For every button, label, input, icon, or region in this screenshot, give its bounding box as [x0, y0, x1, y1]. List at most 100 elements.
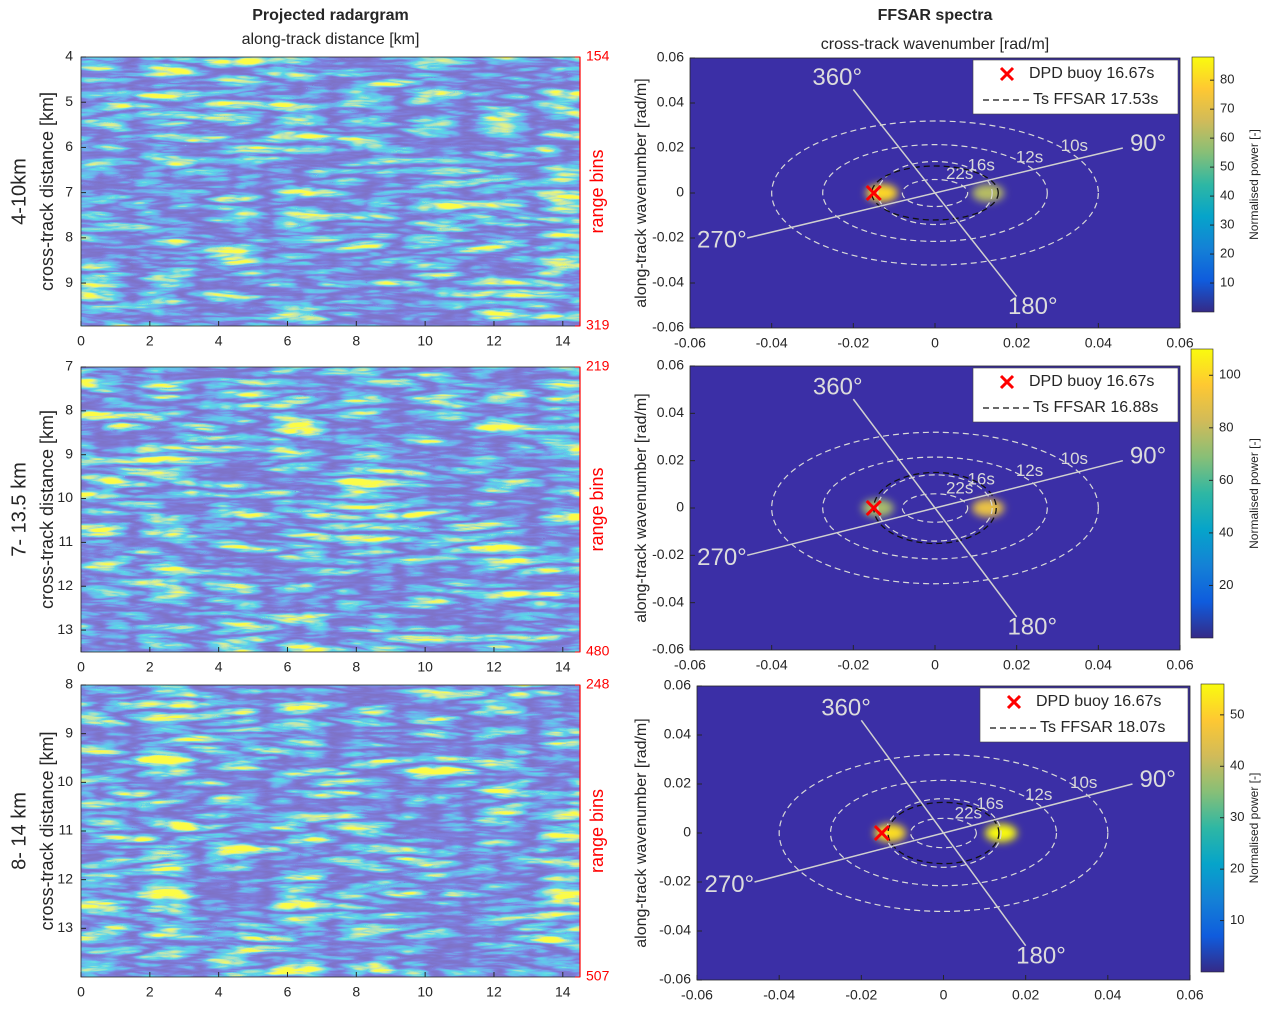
x-tick-label: -0.02	[845, 987, 877, 1003]
x-tick-label: 0	[77, 333, 85, 349]
ring-label: 10s	[1070, 773, 1097, 792]
ring-label: 22s	[955, 803, 982, 822]
ring-label: 16s	[967, 155, 994, 174]
row-label: 8- 14 km	[8, 792, 30, 870]
x-tick-label: 14	[555, 333, 571, 349]
x-tick-label: 0.04	[1094, 987, 1121, 1003]
legend-buoy-symbol	[999, 66, 1015, 82]
radargram-image	[81, 685, 580, 977]
y2-tick-label: 248	[586, 676, 610, 692]
colorbar-tick-label: 80	[1219, 419, 1233, 434]
x-axis-label: cross-track wavenumber [rad/m]	[821, 36, 1050, 53]
period-ring	[778, 753, 1109, 912]
y-tick-label: 0.02	[664, 775, 691, 791]
colorbar-tick-label: 100	[1219, 367, 1241, 382]
y-tick-label: 10	[57, 489, 73, 505]
buoy-marker	[873, 824, 890, 842]
legend-label: DPD buoy 16.67s	[1029, 65, 1154, 82]
y2-axis-label: range bins	[587, 467, 607, 551]
x-tick-label: -0.02	[837, 335, 869, 351]
colorbar-tick-label: 50	[1220, 159, 1234, 174]
spectral-peak	[865, 184, 898, 202]
x-tick-label: 14	[555, 659, 571, 675]
legend-label: DPD buoy 16.67s	[1036, 693, 1161, 710]
colorbar-tick-label: 30	[1220, 217, 1234, 232]
legend-buoy-symbol	[1006, 694, 1022, 710]
y-tick-label: 0.06	[657, 357, 684, 373]
period-ring	[877, 474, 993, 542]
x-tick-label: 12	[486, 333, 502, 349]
y-axis-label: along-track wavenumber [rad/m]	[633, 718, 650, 947]
y2-tick-label: 480	[586, 643, 610, 659]
ts-ring	[871, 165, 999, 221]
direction-line	[754, 783, 1133, 883]
x-tick-label: -0.06	[681, 987, 713, 1003]
direction-label: 360°	[821, 694, 871, 721]
x-tick-label: 0.02	[1012, 987, 1039, 1003]
y-tick-label: -0.06	[652, 319, 684, 335]
x-tick-label: -0.06	[674, 335, 706, 351]
y-tick-label: 8	[65, 676, 73, 692]
x-tick-label: 6	[284, 984, 292, 1000]
colorbar-tick-label: 20	[1230, 861, 1244, 876]
legend-box	[979, 687, 1189, 743]
ring-label: 12s	[1016, 461, 1043, 480]
y-tick-label: 11	[58, 533, 73, 549]
direction-label: 360°	[812, 64, 862, 91]
y-axis-label: cross-track distance [km]	[37, 410, 57, 609]
y-tick-label: 8	[65, 402, 73, 418]
x-tick-label: 8	[352, 659, 360, 675]
y-tick-label: 12	[57, 577, 73, 593]
y-tick-label: 12	[57, 870, 73, 886]
direction-label: 90°	[1140, 766, 1176, 793]
colorbar-tick-label: 40	[1230, 758, 1244, 773]
x-tick-label: 10	[417, 333, 433, 349]
direction-line	[746, 459, 1124, 557]
legend-box	[972, 367, 1179, 423]
period-ring	[901, 493, 969, 523]
colorbar-label: Normalised power [-]	[1247, 438, 1261, 549]
y-tick-label: 8	[65, 229, 73, 245]
x-tick-label: 0	[77, 659, 85, 675]
colorbar-tick-label: 20	[1219, 577, 1233, 592]
y-tick-label: 6	[65, 138, 73, 154]
row-label: 4-10km	[8, 158, 30, 225]
x-tick-label: 2	[146, 659, 154, 675]
y-axis-label: along-track wavenumber [rad/m]	[633, 78, 650, 307]
row-label: 7- 13.5 km	[8, 462, 30, 556]
period-ring	[877, 160, 993, 226]
y2-tick-label: 507	[586, 968, 610, 984]
y-tick-label: 4	[65, 48, 73, 64]
y-tick-label: 9	[65, 724, 73, 740]
x-tick-label: 0	[940, 987, 948, 1003]
x-tick-label: -0.02	[837, 657, 869, 673]
x-tick-label: 14	[555, 984, 571, 1000]
direction-label: 360°	[813, 373, 863, 400]
x-tick-label: 0.02	[1003, 335, 1030, 351]
y-tick-label: 0.06	[664, 677, 691, 693]
x-tick-label: 6	[284, 659, 292, 675]
y-tick-label: -0.04	[652, 593, 684, 609]
colorbar-label: Normalised power [-]	[1247, 129, 1261, 240]
x-tick-label: 0.06	[1166, 657, 1193, 673]
y-tick-label: 13	[57, 919, 73, 935]
ring-label: 22s	[946, 164, 973, 183]
spectral-peak	[972, 184, 1005, 202]
ring-label: 12s	[1016, 147, 1043, 166]
x-tick-label: 0	[931, 657, 939, 673]
y-tick-label: 0	[676, 499, 684, 515]
direction-label: 270°	[697, 544, 747, 571]
y-tick-label: 0	[676, 184, 684, 200]
y-tick-label: 0.04	[657, 404, 684, 420]
spectral-peak	[972, 499, 1005, 517]
y-tick-label: 0.04	[664, 726, 691, 742]
x-tick-label: -0.04	[756, 657, 788, 673]
colorbar-tick-label: 10	[1230, 912, 1244, 927]
x-tick-label: 0.04	[1085, 657, 1112, 673]
x-tick-label: 8	[352, 984, 360, 1000]
direction-line	[746, 147, 1124, 239]
period-ring	[901, 178, 969, 208]
colorbar-tick-label: 40	[1219, 524, 1233, 539]
period-ring	[822, 456, 1048, 560]
